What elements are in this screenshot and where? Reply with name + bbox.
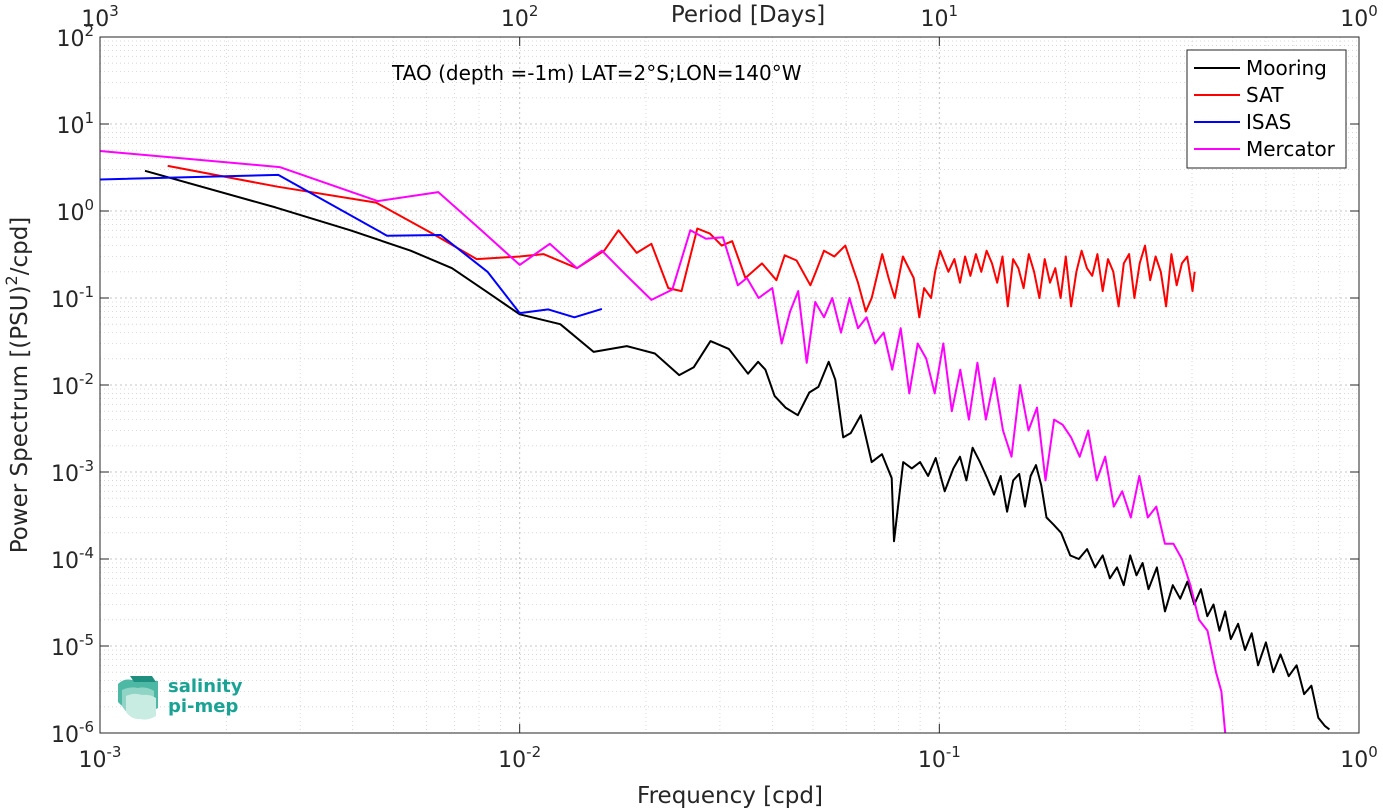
x-tick-label: 10-1 (918, 743, 961, 773)
y-tick-label: 101 (56, 109, 94, 139)
series-mercator-line (99, 150, 1227, 734)
chart-title: TAO (depth =-1m) LAT=2°S;LON=140°W (391, 61, 802, 85)
salinity-pi-mep-logo: salinity pi-mep (118, 676, 243, 720)
legend-label-mercator: Mercator (1246, 137, 1336, 161)
y-axis-label: Power Spectrum [(PSU)2/cpd] (2, 217, 33, 554)
y-tick-label: 10-4 (51, 544, 94, 574)
x-tick-label: 10-2 (498, 743, 541, 773)
series-sat-line (167, 164, 1196, 319)
logo-text-salinity: salinity (168, 676, 243, 697)
y-tick-label: 10-6 (51, 718, 94, 748)
plot-area (100, 37, 1359, 733)
y-tick-label: 10-5 (51, 631, 94, 661)
top-tick-label: 103 (81, 2, 119, 32)
series-layer (99, 150, 1331, 734)
logo-text-pimep: pi-mep (168, 696, 238, 717)
legend-label-sat: SAT (1246, 83, 1284, 107)
legend: Mooring SAT ISAS Mercator (1186, 49, 1347, 169)
y-tick-label: 10-3 (51, 457, 94, 487)
x-axis-label: Frequency [cpd] (637, 783, 823, 809)
y-tick-label: 10-1 (51, 283, 94, 313)
logo-icon (118, 676, 158, 720)
x-tick-label: 100 (1340, 743, 1378, 773)
plot-frame (99, 36, 1360, 734)
y-tick-label: 100 (56, 196, 94, 226)
x-tick-label: 10-3 (79, 743, 122, 773)
top-tick-label: 100 (1340, 2, 1378, 32)
y-tick-label: 102 (56, 22, 94, 52)
legend-label-isas: ISAS (1246, 110, 1291, 134)
top-axis-label: Period [Days] (671, 2, 825, 28)
legend-label-mooring: Mooring (1246, 56, 1327, 80)
top-tick-label: 102 (501, 2, 539, 32)
series-isas-line (99, 173, 603, 319)
y-tick-label: 10-2 (51, 370, 94, 400)
top-tick-label: 101 (921, 2, 959, 32)
series-mooring-line (144, 169, 1331, 731)
